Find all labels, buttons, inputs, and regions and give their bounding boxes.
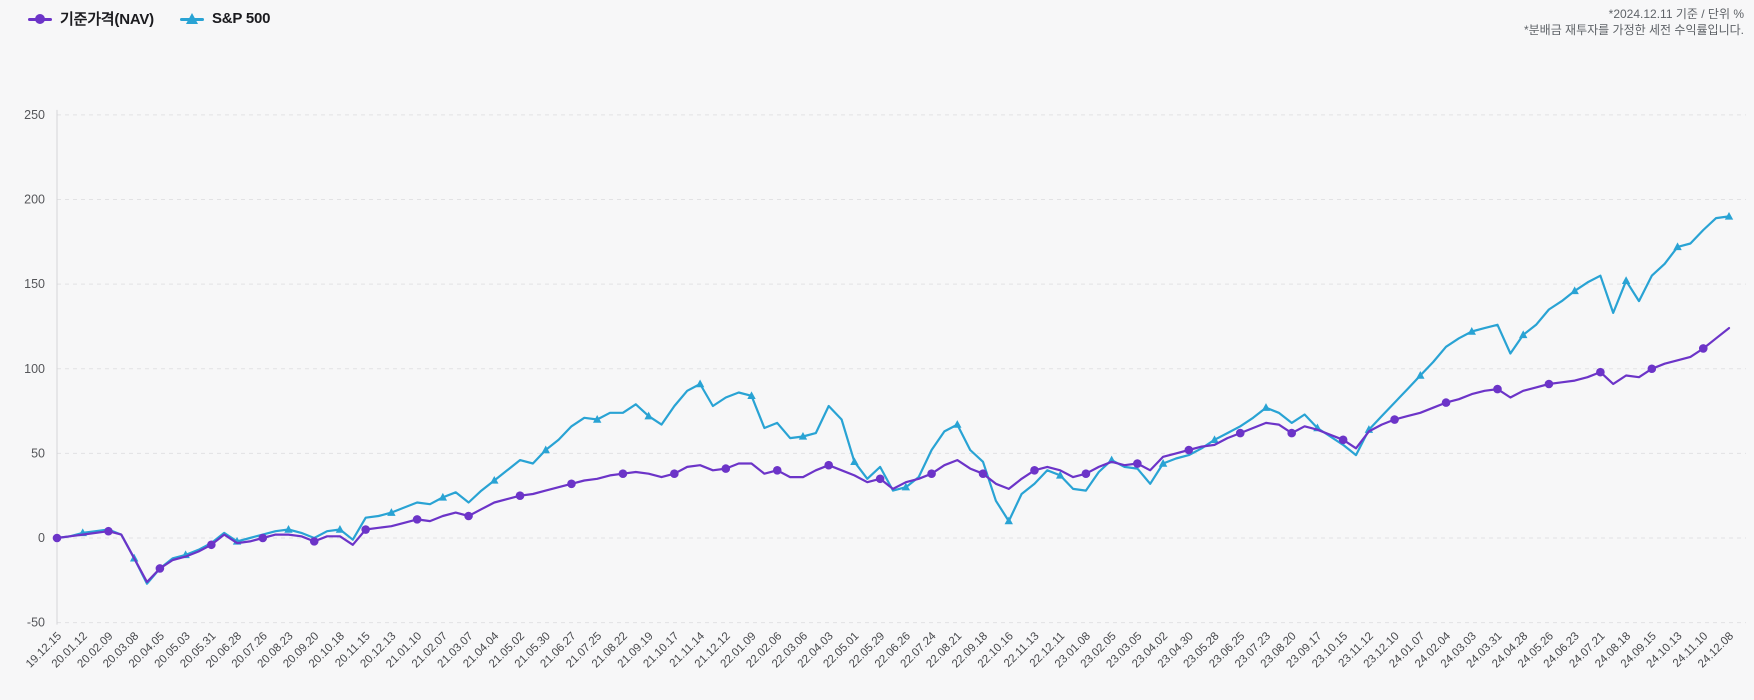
nav-point-marker (618, 469, 628, 478)
nav-point-marker (1544, 379, 1554, 389)
legend-item-sp500[interactable]: S&P 500 (179, 10, 271, 27)
sp500-point-marker (541, 445, 550, 454)
nav-point-marker (1235, 428, 1245, 438)
sp500-point-marker (1467, 327, 1476, 335)
nav-point-marker (1338, 435, 1348, 445)
note-pretax: *분배금 재투자를 가정한 세전 수익률입니다. (1523, 23, 1744, 37)
nav-line-circle-icon (28, 13, 52, 25)
nav-point-marker (361, 525, 370, 534)
y-axis-label: -50 (27, 616, 45, 630)
nav-point-marker (1133, 459, 1142, 468)
y-axis-label: 200 (24, 193, 45, 207)
sp500-point-marker (1416, 371, 1425, 379)
sp500-point-marker (953, 420, 962, 428)
sp500-point-marker (1004, 516, 1013, 525)
sp500-point-marker (1261, 403, 1271, 411)
nav-point-marker (207, 540, 216, 550)
legend-item-nav[interactable]: 기준가격(NAV) (28, 8, 154, 29)
sp500-point-marker (901, 482, 911, 491)
nav-point-marker (1441, 398, 1451, 407)
y-axis-label: 150 (24, 277, 45, 291)
nav-point-marker (721, 464, 731, 473)
chart-notes: *2024.12.11 기준 / 단위 % *분배금 재투자를 가정한 세전 수… (1524, 6, 1744, 38)
nav-point-marker (1647, 364, 1657, 374)
sp500-point-marker (1673, 242, 1682, 251)
nav-point-marker (515, 491, 525, 500)
nav-point-marker (309, 537, 319, 546)
sp500-point-marker (850, 457, 859, 466)
legend-label-nav: 기준가격(NAV) (60, 11, 154, 28)
sp500-point-marker (644, 411, 653, 420)
nav-point-marker (978, 469, 988, 478)
nav-point-marker (772, 466, 782, 475)
legend-label-sp500: S&P 500 (211, 10, 271, 27)
sp500-point-marker (592, 415, 602, 423)
nav-point-marker (1184, 445, 1194, 455)
sp500-point-marker (1158, 459, 1168, 467)
sp500-line-triangle-icon (179, 12, 204, 25)
y-axis-label: 0 (38, 531, 45, 545)
nav-point-marker (104, 526, 113, 536)
nav-point-marker (412, 515, 422, 524)
nav-point-marker (464, 511, 473, 521)
nav-point-marker (52, 533, 62, 543)
sp500-point-marker (1210, 435, 1219, 444)
sp500-point-marker (1724, 211, 1734, 220)
nav-point-marker (1390, 415, 1399, 424)
nav-point-marker (927, 469, 936, 478)
sp500-point-marker (490, 475, 499, 484)
y-axis-label: 250 (24, 108, 45, 122)
sp500-point-marker (1621, 276, 1631, 284)
nav-point-marker (875, 474, 885, 484)
sp500-point-marker (335, 525, 345, 533)
sp500-point-marker (387, 508, 396, 516)
nav-point-marker (1698, 344, 1708, 353)
nav-point-marker (670, 469, 679, 478)
sp500-line (55, 215, 1731, 585)
chart-header: 기준가격(NAV) S&P 500 *2024.12.11 기준 / 단위 % … (0, 0, 1754, 46)
sp500-point-marker (747, 391, 756, 400)
nav-point-marker (1493, 384, 1502, 394)
sp500-point-marker (1056, 470, 1065, 479)
y-axis-label: 100 (24, 362, 45, 376)
nav-point-marker (1030, 466, 1039, 475)
nav-point-marker (258, 533, 268, 543)
nav-point-marker (824, 460, 833, 470)
nav-point-marker (155, 564, 165, 573)
sp500-point-marker (1570, 286, 1579, 295)
nav-point-marker (1287, 428, 1297, 438)
legend: 기준가격(NAV) S&P 500 (28, 8, 271, 29)
nav-point-marker (1596, 367, 1605, 377)
sp500-point-marker (438, 492, 448, 501)
nav-line (55, 327, 1731, 584)
nav-point-marker (1081, 469, 1091, 478)
nav-point-marker (567, 479, 576, 489)
sp500-point-marker (284, 525, 293, 533)
note-as-of: *2024.12.11 기준 / 단위 % (1608, 7, 1744, 21)
sp500-point-marker (695, 379, 705, 388)
y-axis-label: 50 (31, 446, 45, 460)
sp500-point-marker (798, 431, 808, 440)
sp500-point-marker (1519, 330, 1528, 339)
